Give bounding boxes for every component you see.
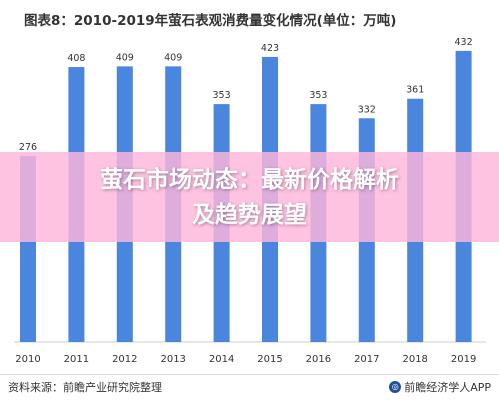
bar-label-2018: 361 xyxy=(406,85,424,96)
bar-label-2011: 408 xyxy=(67,53,85,64)
bar-label-2014: 353 xyxy=(213,90,231,101)
footer-divider xyxy=(0,374,499,375)
x-tick-2017: 2017 xyxy=(354,354,379,365)
overlay-headline-line2: 及趋势展望 xyxy=(192,202,307,228)
x-tick-2010: 2010 xyxy=(15,354,40,365)
overlay-headline: 萤石市场动态：最新价格解析 及趋势展望 xyxy=(0,163,499,233)
x-tick-2019: 2019 xyxy=(451,354,476,365)
x-tick-2013: 2013 xyxy=(160,354,185,365)
x-tick-2011: 2011 xyxy=(64,354,89,365)
overlay-headline-line1: 萤石市场动态：最新价格解析 xyxy=(100,167,399,193)
qianzhan-logo-icon: ◎ xyxy=(389,381,402,393)
x-tick-2018: 2018 xyxy=(402,354,427,365)
bar-label-2012: 409 xyxy=(116,52,134,63)
bar-label-2010: 276 xyxy=(19,142,37,153)
bar-label-2016: 353 xyxy=(309,90,327,101)
x-tick-2015: 2015 xyxy=(257,354,282,365)
x-tick-2016: 2016 xyxy=(306,354,331,365)
chart-title: 图表8：2010-2019年萤石表观消费量变化情况(单位：万吨) xyxy=(24,13,397,29)
bar-label-2019: 432 xyxy=(455,37,473,48)
bar-label-2013: 409 xyxy=(164,52,182,63)
bar-label-2017: 332 xyxy=(358,104,376,115)
brand-label: 前瞻经济学人APP xyxy=(404,381,491,394)
x-tick-2012: 2012 xyxy=(112,354,137,365)
brand-credit: ◎ 前瞻经济学人APP xyxy=(389,379,491,395)
title-overlay-band xyxy=(0,152,499,242)
bar-label-2015: 423 xyxy=(261,43,279,54)
source-note: 资料来源：前瞻产业研究院整理 xyxy=(8,381,162,394)
x-tick-2014: 2014 xyxy=(209,354,234,365)
